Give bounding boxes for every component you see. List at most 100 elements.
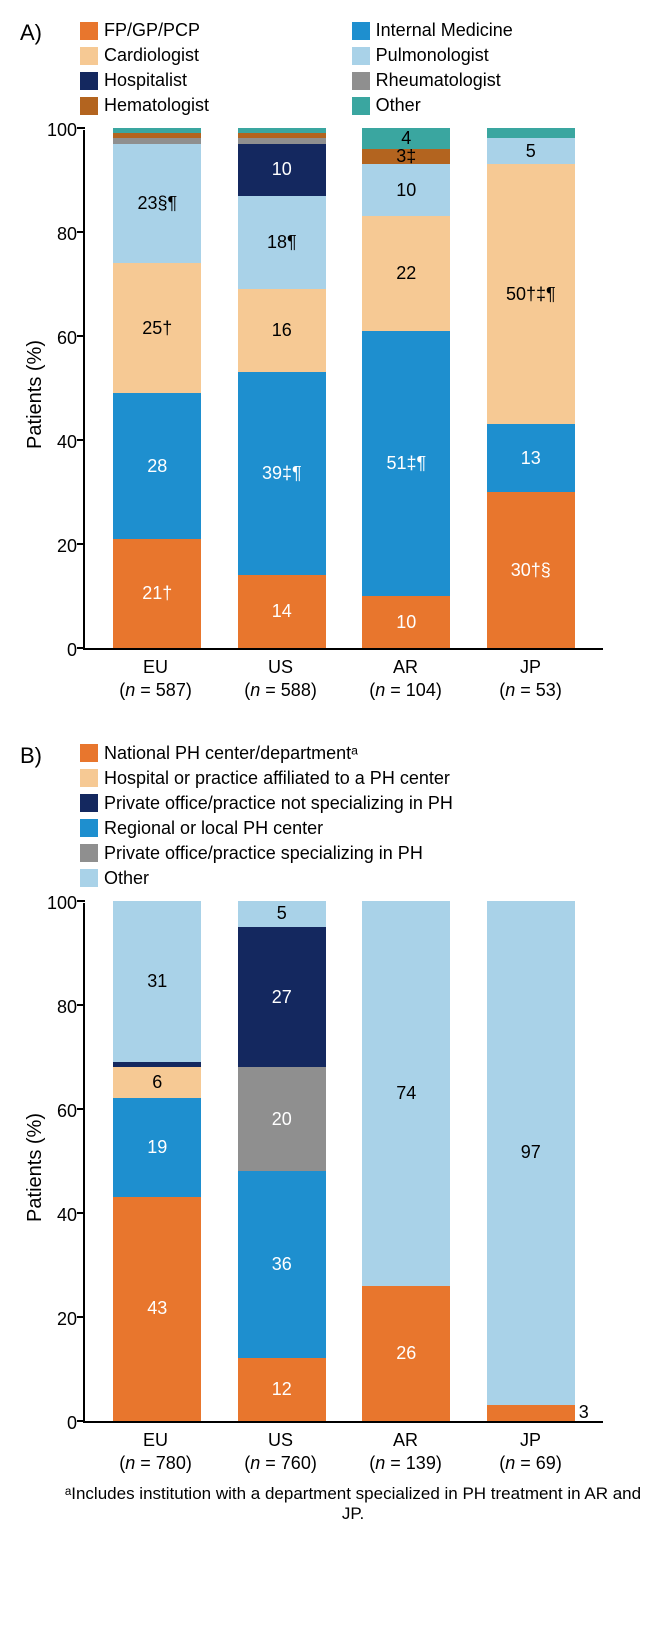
legend-label: Hospital or practice affiliated to a PH … [104, 768, 450, 789]
panel-a-chart: Patients (%) 100806040200 21†2825†23§¶14… [20, 130, 646, 703]
x-tick-label: EU(n = 587) [112, 656, 200, 703]
segment-label: 23§¶ [113, 193, 201, 214]
legend-label: Cardiologist [104, 45, 199, 66]
legend-label: Private office/practice specializing in … [104, 843, 423, 864]
bar-segment: 10 [362, 164, 450, 216]
bar-segment: 5 [238, 901, 326, 927]
bar-segment: 22 [362, 216, 450, 330]
bar-segment [238, 133, 326, 138]
segment-label: 74 [362, 1083, 450, 1104]
bar-segment [487, 128, 575, 138]
legend-item: Cardiologist [80, 45, 352, 66]
x-tick-label: US(n = 760) [237, 1429, 325, 1476]
segment-label: 19 [113, 1137, 201, 1158]
bar-segment: 18¶ [238, 196, 326, 290]
panel-a-legend: FP/GP/PCP Internal Medicine Cardiologist Pu… [80, 20, 646, 120]
bar-segment: 19 [113, 1098, 201, 1197]
segment-label: 43 [113, 1298, 201, 1319]
bar-segment: 43 [113, 1197, 201, 1421]
legend-label: Rheumatologist [376, 70, 501, 91]
bar-segment [238, 128, 326, 133]
segment-label: 97 [487, 1142, 575, 1163]
bar-segment: 16 [238, 289, 326, 372]
legend-label: Regional or local PH center [104, 818, 323, 839]
bar-segment: 13 [487, 424, 575, 492]
x-tick-label: AR(n = 104) [362, 656, 450, 703]
panel-a-ylabel: Patients (%) [20, 340, 47, 449]
x-tick-label: AR(n = 139) [362, 1429, 450, 1476]
segment-label: 3 [575, 1402, 589, 1423]
bar-segment: 25† [113, 263, 201, 393]
bar-segment: 4 [362, 128, 450, 149]
legend-label: Pulmonologist [376, 45, 489, 66]
legend-swatch [80, 869, 98, 887]
bar-segment: 10 [362, 596, 450, 648]
panel-a-xlabels: EU(n = 587)US(n = 588)AR(n = 104)JP(n = … [83, 650, 603, 703]
panel-b-plot: 43 19 6 31 12 36 20 27 5 26 74 3 97 [83, 903, 603, 1423]
legend-label: Hematologist [104, 95, 209, 116]
segment-label: 14 [238, 601, 326, 622]
segment-label: 16 [238, 320, 326, 341]
panel-a: A) FP/GP/PCPInternal MedicineCardiologis… [20, 20, 646, 703]
legend-swatch [80, 22, 98, 40]
legend-item: Pulmonologist [352, 45, 624, 66]
segment-label: 5 [238, 903, 326, 924]
bar-segment [113, 128, 201, 133]
segment-label: 26 [362, 1343, 450, 1364]
bar-segment: 6 [113, 1067, 201, 1098]
legend-swatch [80, 47, 98, 65]
bar-segment: 26 [362, 1286, 450, 1421]
panel-a-plot: 21†2825†23§¶1439‡¶1618¶101051‡¶22103‡430… [83, 130, 603, 650]
segment-label: 21† [113, 583, 201, 604]
legend-swatch [80, 819, 98, 837]
bar-segment: 20 [238, 1067, 326, 1171]
segment-label: 13 [487, 448, 575, 469]
legend-item: Internal Medicine [352, 20, 624, 41]
panel-b-ylabel: Patients (%) [20, 1113, 47, 1222]
bar-segment: 36 [238, 1171, 326, 1358]
bar-segment: 30†§ [487, 492, 575, 648]
legend-item: Other [352, 95, 624, 116]
bar-segment: 3 [487, 1405, 575, 1421]
legend-item: Hematologist [80, 95, 352, 116]
legend-label: Hospitalist [104, 70, 187, 91]
bar-segment: 5 [487, 138, 575, 164]
bar-segment: 21† [113, 539, 201, 648]
segment-label: 31 [113, 971, 201, 992]
segment-label: 22 [362, 263, 450, 284]
legend-swatch [80, 97, 98, 115]
panel-b-yticks: 100806040200 [47, 893, 83, 1413]
legend-label: National PH center/departmentᵃ [104, 743, 358, 764]
bar-segment: 27 [238, 927, 326, 1067]
panel-b-xlabels: EU(n = 780)US(n = 760)AR(n = 139)JP(n = … [83, 1423, 603, 1476]
legend-swatch [80, 72, 98, 90]
legend-swatch [352, 72, 370, 90]
segment-label: 18¶ [238, 232, 326, 253]
segment-label: 25† [113, 318, 201, 339]
segment-label: 12 [238, 1379, 326, 1400]
bar-segment [113, 133, 201, 138]
segment-label: 27 [238, 987, 326, 1008]
segment-label: 50†‡¶ [487, 284, 575, 305]
legend-label: Private office/practice not specializing… [104, 793, 453, 814]
segment-label: 20 [238, 1109, 326, 1130]
bar: 1051‡¶22103‡4 [362, 128, 450, 648]
segment-label: 4 [362, 128, 450, 149]
bar: 26 74 [362, 901, 450, 1421]
legend-swatch [80, 769, 98, 787]
segment-label: 39‡¶ [238, 463, 326, 484]
legend-swatch [352, 47, 370, 65]
legend-item: Private office/practice specializing in … [80, 843, 628, 864]
legend-item: Hospital or practice affiliated to a PH … [80, 768, 628, 789]
x-tick-label: JP(n = 53) [487, 656, 575, 703]
bar-segment: 51‡¶ [362, 331, 450, 596]
legend-item: Other [80, 868, 628, 889]
bar-segment: 31 [113, 901, 201, 1062]
panel-b-legend: National PH center/departmentᵃ Hospital o… [80, 743, 646, 893]
bar-segment: 3‡ [362, 149, 450, 165]
panel-b-footnote: ᵃIncludes institution with a department … [60, 1484, 646, 1524]
segment-label: 36 [238, 1254, 326, 1275]
legend-label: FP/GP/PCP [104, 20, 200, 41]
panel-b: B) National PH center/departmentᵃHospita… [20, 743, 646, 1524]
bar: 12 36 20 27 5 [238, 901, 326, 1421]
